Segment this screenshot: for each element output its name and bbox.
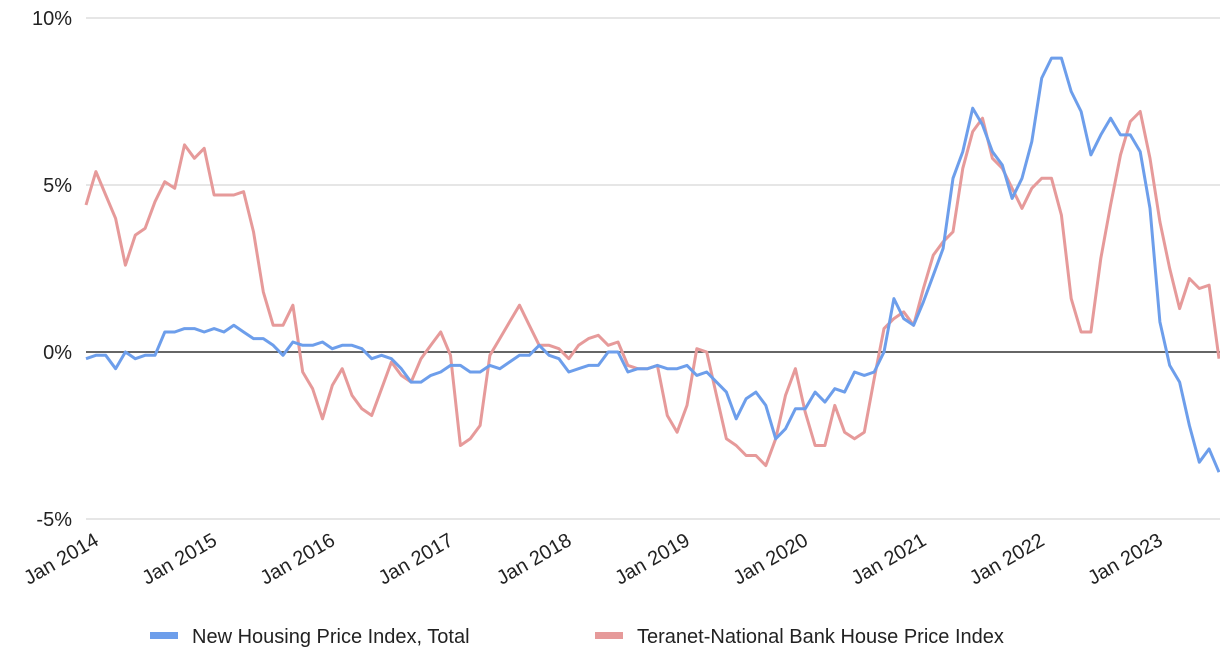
y-tick-label: 5% <box>43 175 72 197</box>
y-tick-label: 0% <box>43 342 72 364</box>
y-tick-label: -5% <box>36 509 72 531</box>
x-tick-label: Jan 2014 <box>20 529 102 589</box>
x-tick-label: Jan 2016 <box>257 529 339 589</box>
legend-swatch <box>150 632 178 639</box>
series-line <box>85 56 1220 473</box>
x-tick-label: Jan 2023 <box>1084 529 1166 589</box>
x-tick-label: Jan 2021 <box>848 529 930 589</box>
x-tick-label: Jan 2020 <box>730 529 812 589</box>
x-tick-label: Jan 2018 <box>493 529 575 589</box>
x-tick-label: Jan 2019 <box>611 529 693 589</box>
legend-label: Teranet-National Bank House Price Index <box>637 626 1004 648</box>
y-tick-label: 10% <box>32 8 72 30</box>
legend-label: New Housing Price Index, Total <box>192 626 470 648</box>
series-line <box>84 110 1220 468</box>
x-tick-label: Jan 2015 <box>138 529 220 589</box>
x-tick-label: Jan 2017 <box>375 529 457 589</box>
x-tick-label: Jan 2022 <box>966 529 1048 589</box>
legend-swatch <box>595 632 623 639</box>
